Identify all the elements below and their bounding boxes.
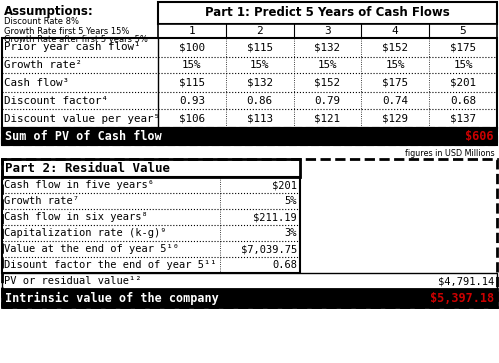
Text: $132: $132	[314, 42, 340, 53]
Text: $132: $132	[247, 77, 272, 87]
Text: Prior year cash flow¹: Prior year cash flow¹	[4, 42, 141, 53]
Text: Growth Rate after first 5 years 5%: Growth Rate after first 5 years 5%	[4, 36, 148, 45]
Text: $115: $115	[247, 42, 272, 53]
Text: $606: $606	[466, 130, 494, 143]
Bar	[2, 159, 497, 307]
Text: 3: 3	[324, 26, 331, 36]
Text: Part 1: Predict 5 Years of Cash Flows: Part 1: Predict 5 Years of Cash Flows	[205, 7, 450, 20]
Text: 0.93: 0.93	[179, 95, 205, 106]
Text: $175: $175	[382, 77, 408, 87]
Text: $121: $121	[314, 114, 340, 123]
Text: 0.68: 0.68	[450, 95, 476, 106]
Bar	[2, 273, 497, 289]
Bar	[2, 289, 497, 307]
Text: 0.86: 0.86	[247, 95, 272, 106]
Text: $4,791.14: $4,791.14	[438, 276, 494, 286]
Text: Cash flow in six years⁸: Cash flow in six years⁸	[4, 212, 148, 222]
Bar	[158, 2, 497, 24]
Text: $7,039.75: $7,039.75	[241, 244, 297, 254]
Text: Assumptions:: Assumptions:	[4, 5, 94, 19]
Text: $211.19: $211.19	[253, 212, 297, 222]
Text: Intrinsic value of the company: Intrinsic value of the company	[5, 291, 219, 305]
Text: $5,397.18: $5,397.18	[430, 291, 494, 305]
Text: Growth rate⁷: Growth rate⁷	[4, 196, 79, 206]
Text: figures in USD Millions: figures in USD Millions	[405, 150, 495, 159]
Text: 5: 5	[460, 26, 467, 36]
Text: 2: 2	[256, 26, 263, 36]
Text: $106: $106	[179, 114, 205, 123]
Text: $175: $175	[450, 42, 476, 53]
Bar	[2, 159, 300, 177]
Text: Growth Rate first 5 Years 15%: Growth Rate first 5 Years 15%	[4, 26, 129, 36]
Bar	[2, 128, 497, 145]
Text: $152: $152	[314, 77, 340, 87]
Bar	[2, 38, 497, 128]
Text: 3%: 3%	[284, 228, 297, 238]
Text: 4: 4	[392, 26, 399, 36]
Text: Discount value per year⁵: Discount value per year⁵	[4, 114, 160, 123]
Text: Part 2: Residual Value: Part 2: Residual Value	[5, 162, 170, 175]
Text: $113: $113	[247, 114, 272, 123]
Text: $129: $129	[382, 114, 408, 123]
Text: 15%: 15%	[454, 60, 473, 70]
Text: Disount factor the end of year 5¹¹: Disount factor the end of year 5¹¹	[4, 260, 217, 270]
Text: 1: 1	[189, 26, 195, 36]
Bar	[2, 177, 300, 273]
Text: $201: $201	[272, 180, 297, 190]
Text: Sum of PV of Cash flow: Sum of PV of Cash flow	[5, 130, 162, 143]
Text: 0.68: 0.68	[272, 260, 297, 270]
Text: Discount Rate 8%: Discount Rate 8%	[4, 17, 79, 26]
Bar	[2, 128, 497, 145]
Text: Value at the end of year 5¹⁰: Value at the end of year 5¹⁰	[4, 244, 179, 254]
Text: 0.79: 0.79	[314, 95, 340, 106]
Text: $201: $201	[450, 77, 476, 87]
Text: $137: $137	[450, 114, 476, 123]
Text: 0.74: 0.74	[382, 95, 408, 106]
Text: Discount factor⁴: Discount factor⁴	[4, 95, 108, 106]
Text: 15%: 15%	[182, 60, 202, 70]
Text: 5%: 5%	[284, 196, 297, 206]
Bar	[158, 24, 497, 38]
Text: Growth rate²: Growth rate²	[4, 60, 82, 70]
Text: 15%: 15%	[250, 60, 269, 70]
Text: $152: $152	[382, 42, 408, 53]
Text: 15%: 15%	[386, 60, 405, 70]
Text: Capitalization rate (k-g)⁹: Capitalization rate (k-g)⁹	[4, 228, 167, 238]
Text: $115: $115	[179, 77, 205, 87]
Text: Cash flow in five years⁶: Cash flow in five years⁶	[4, 180, 154, 190]
Text: PV or residual value¹²: PV or residual value¹²	[4, 276, 142, 286]
Text: Cash flow³: Cash flow³	[4, 77, 69, 87]
Text: $100: $100	[179, 42, 205, 53]
Text: 15%: 15%	[318, 60, 337, 70]
